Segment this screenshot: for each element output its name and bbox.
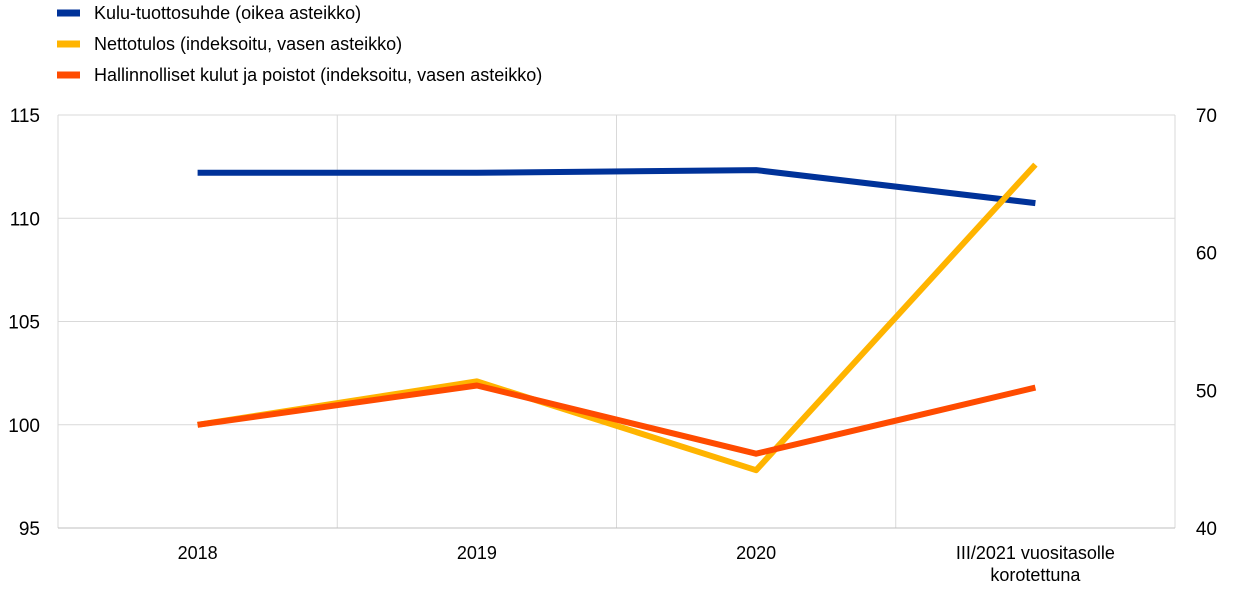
series-line: [197, 382, 1037, 457]
right-axis-tick-label: 50: [1196, 381, 1217, 402]
left-axis: 95 100 105 110 115: [8, 106, 40, 540]
legend-label: Nettotulos (indeksoitu, vasen asteikko): [94, 34, 402, 54]
left-axis-tick-label: 115: [10, 106, 40, 127]
left-axis-tick-label: 105: [8, 313, 40, 334]
legend: Kulu-tuottosuhde (oikea asteikko) Nettotu…: [57, 3, 542, 85]
x-axis-tick-label: 2019: [457, 543, 497, 563]
x-axis-tick-label: III/2021 vuositasolle korotettuna: [956, 543, 1115, 585]
left-axis-tick-label: 110: [10, 209, 40, 230]
series-layer: [197, 162, 1038, 474]
x-axis-tick-label: 2020: [736, 543, 776, 563]
x-axis-tick-label-line: 2018: [178, 543, 218, 563]
left-axis-tick-label: 95: [19, 519, 40, 540]
x-axis-tick-label: 2018: [178, 543, 218, 563]
right-axis: 40 50 60 70: [1196, 106, 1217, 540]
right-axis-tick-label: 40: [1196, 519, 1217, 540]
series-line: [197, 167, 1036, 207]
legend-label: Kulu-tuottosuhde (oikea asteikko): [94, 3, 361, 23]
right-axis-tick-label: 60: [1196, 244, 1217, 265]
x-axis: 2018 2019 2020 III/2021 vuositasolle korotet…: [178, 543, 1115, 585]
x-axis-tick-label-line: 2020: [736, 543, 776, 563]
grid: [57, 114, 1176, 529]
x-axis-tick-label-line: III/2021 vuositasolle: [956, 543, 1115, 563]
left-axis-tick-label: 100: [8, 416, 40, 437]
x-axis-tick-label-line: 2019: [457, 543, 497, 563]
legend-label: Hallinnolliset kulut ja poistot (indekso…: [94, 65, 542, 85]
x-axis-tick-label-line: korotettuna: [990, 565, 1081, 585]
right-axis-tick-label: 70: [1196, 106, 1217, 127]
